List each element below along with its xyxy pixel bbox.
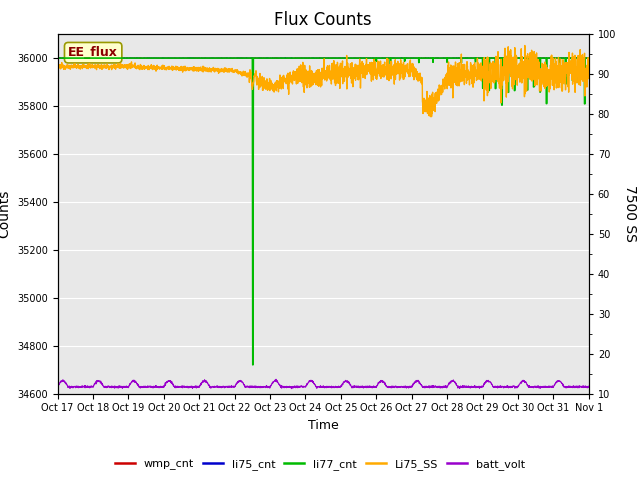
Text: EE_flux: EE_flux xyxy=(68,46,118,59)
Y-axis label: 7500 SS: 7500 SS xyxy=(623,185,637,242)
X-axis label: Time: Time xyxy=(308,419,339,432)
Title: Flux Counts: Flux Counts xyxy=(275,11,372,29)
Y-axis label: Counts: Counts xyxy=(0,190,12,238)
Legend: wmp_cnt, li75_cnt, li77_cnt, Li75_SS, batt_volt: wmp_cnt, li75_cnt, li77_cnt, Li75_SS, ba… xyxy=(111,455,529,474)
